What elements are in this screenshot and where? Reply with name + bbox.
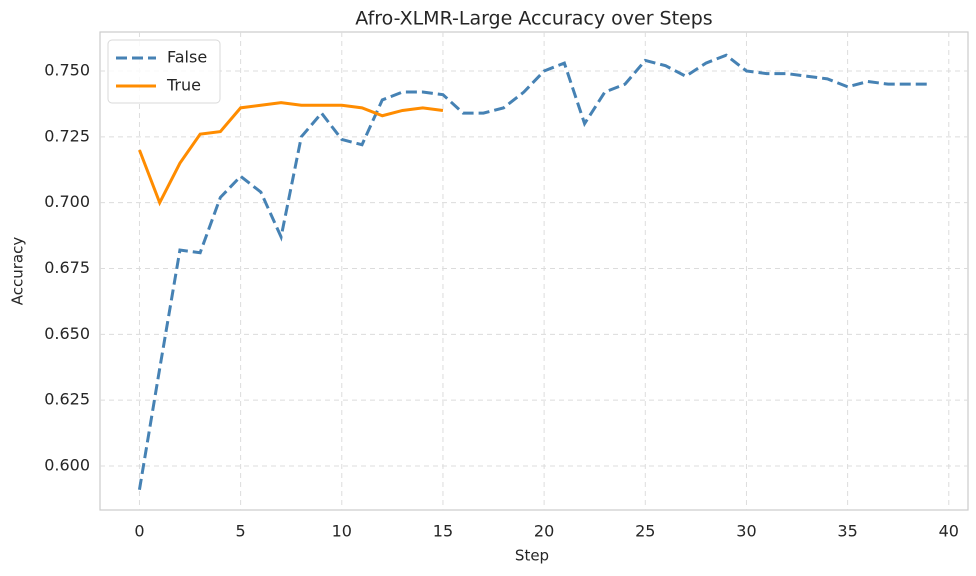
y-tick-label: 0.650 [44,324,90,343]
x-tick-label: 10 [332,522,352,541]
y-tick-label: 0.600 [44,456,90,475]
x-axis-label: Step [515,547,549,565]
x-tick-label: 20 [534,522,554,541]
y-tick-label: 0.625 [44,390,90,409]
series-line [137,53,929,490]
y-tick-label: 0.675 [44,258,90,277]
chart-title: Afro-XLMR-Large Accuracy over Steps [355,8,712,30]
legend-label: True [166,76,201,95]
x-tick-label: 15 [433,522,453,541]
y-axis-label: Accuracy [9,237,27,306]
x-tick-label: 5 [236,522,246,541]
legend-label: False [167,48,207,67]
x-tick-label: 25 [635,522,655,541]
plot-area [99,31,969,511]
x-tick-label: 40 [939,522,959,541]
y-tick-label: 0.725 [44,126,90,145]
y-tick-label: 0.700 [44,192,90,211]
x-tick-label: 35 [837,522,857,541]
x-tick-label: 0 [134,522,144,541]
y-tick-label: 0.750 [44,60,90,79]
x-tick-label: 30 [736,522,756,541]
series-line [138,101,444,207]
